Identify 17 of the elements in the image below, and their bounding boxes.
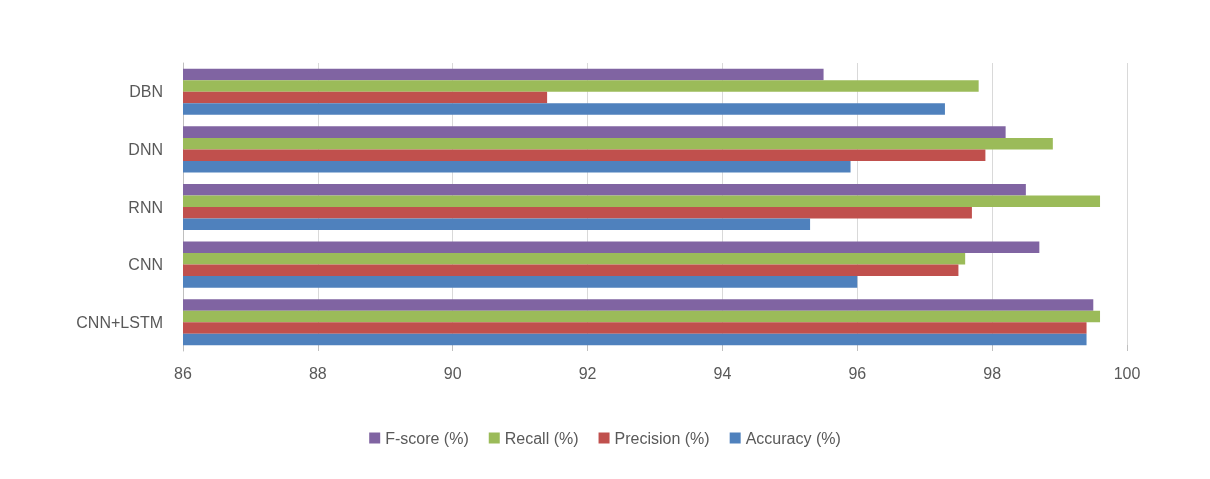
y-tick-label: CNN: [128, 256, 163, 274]
x-tick-label: 90: [443, 364, 462, 382]
x-tick-label: 94: [713, 364, 732, 382]
legend-label: Precision (%): [614, 429, 710, 447]
x-tick-label: 98: [983, 364, 1002, 382]
legend-label: Accuracy (%): [745, 429, 841, 447]
y-tick-label: CNN+LSTM: [76, 313, 163, 331]
y-tick-label: DBN: [129, 83, 163, 101]
x-tick-label: 88: [308, 364, 327, 382]
y-tick-label: RNN: [128, 198, 163, 216]
x-tick-label: 96: [848, 364, 867, 382]
legend-label: Recall (%): [504, 429, 579, 447]
legend-label: F-score (%): [385, 429, 469, 447]
x-tick-label: 86: [174, 364, 192, 382]
x-tick-label: 100: [1113, 364, 1141, 382]
y-tick-label: DNN: [128, 140, 163, 158]
x-tick-label: 92: [578, 364, 597, 382]
